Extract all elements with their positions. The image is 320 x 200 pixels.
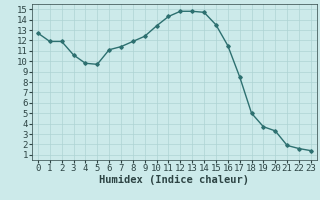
- X-axis label: Humidex (Indice chaleur): Humidex (Indice chaleur): [100, 175, 249, 185]
